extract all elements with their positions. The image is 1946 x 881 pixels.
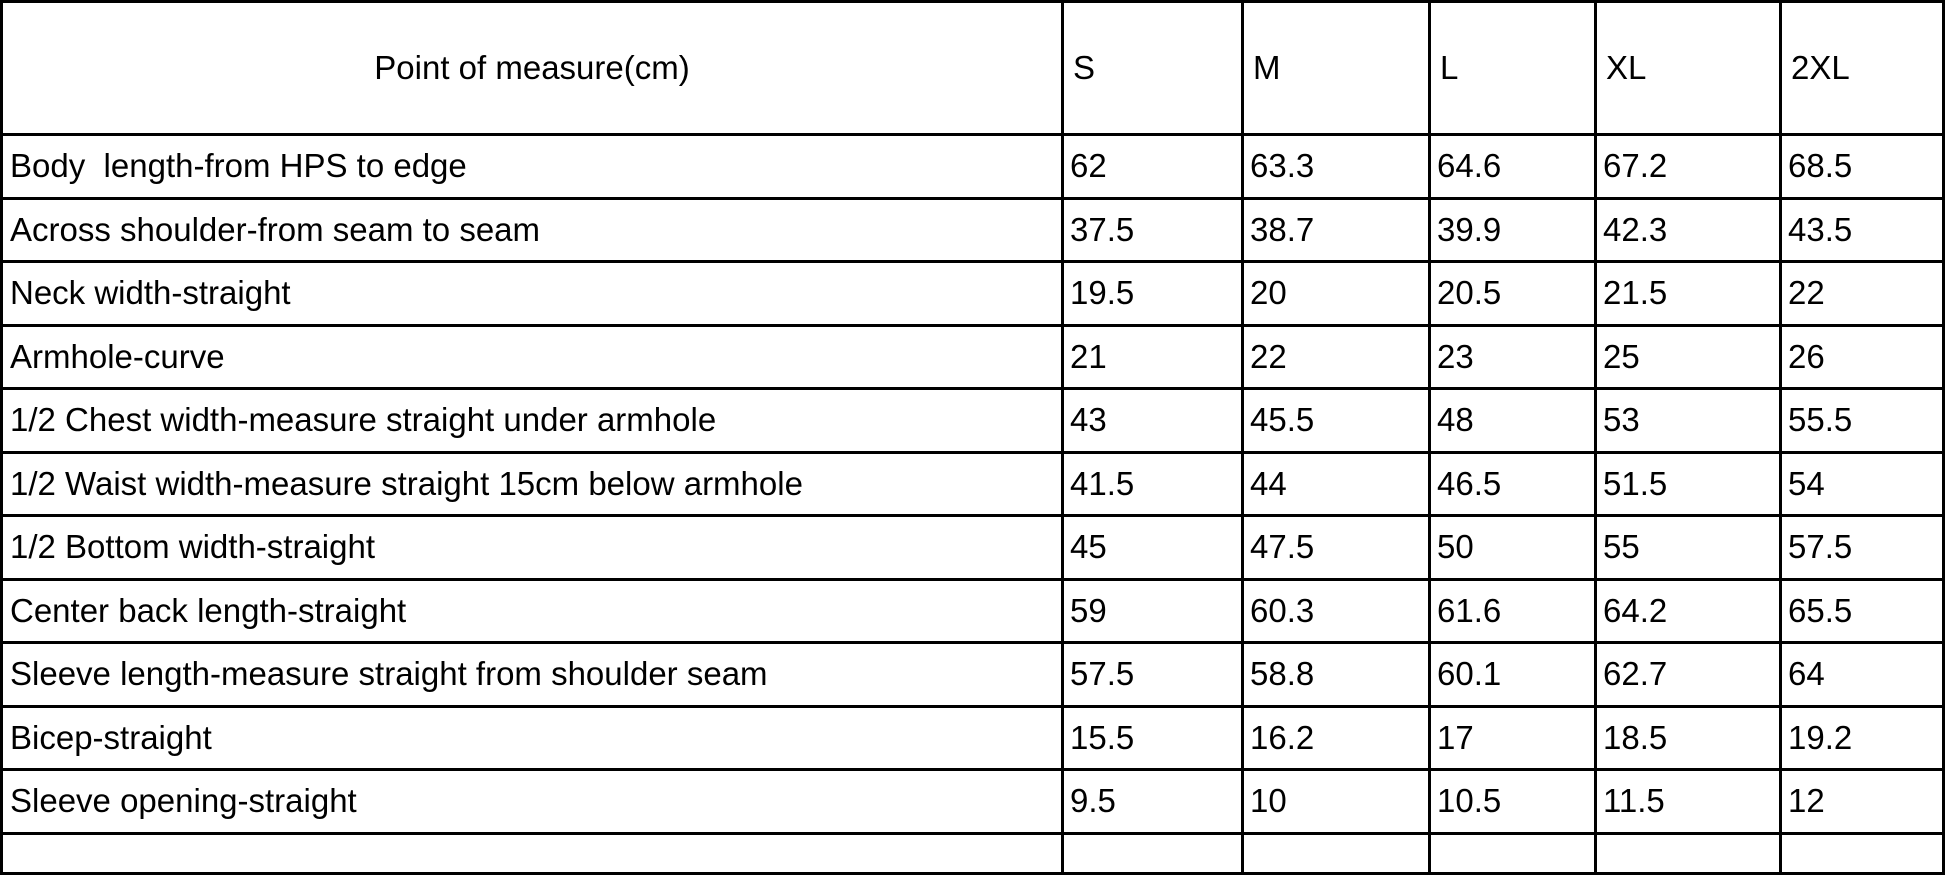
value-cell: 19.2: [1779, 704, 1945, 771]
table-row-across-shoulder: Across shoulder-from seam to seam 37.5 3…: [0, 196, 1945, 263]
value-cell: 45.5: [1241, 387, 1431, 454]
row-label: Body length-from HPS to edge: [0, 133, 1064, 200]
row-label: 1/2 Bottom width-straight: [0, 514, 1064, 581]
value-cell: 18.5: [1594, 704, 1782, 771]
table-row-body-length: Body length-from HPS to edge 62 63.3 64.…: [0, 133, 1945, 200]
header-size-l: L: [1428, 0, 1597, 136]
value-cell: 44: [1241, 450, 1431, 517]
value-cell: 26: [1779, 323, 1945, 390]
clipped-cell: [1428, 831, 1597, 875]
value-cell: 48: [1428, 387, 1597, 454]
value-cell: 21: [1061, 323, 1244, 390]
value-cell: 43: [1061, 387, 1244, 454]
value-cell: 58.8: [1241, 641, 1431, 708]
value-cell: 61.6: [1428, 577, 1597, 644]
row-label: 1/2 Waist width-measure straight 15cm be…: [0, 450, 1064, 517]
table-row-clipped: [0, 831, 1945, 875]
value-cell: 25: [1594, 323, 1782, 390]
value-cell: 46.5: [1428, 450, 1597, 517]
header-row: Point of measure(cm) S M L XL 2XL: [0, 0, 1945, 136]
row-label: Across shoulder-from seam to seam: [0, 196, 1064, 263]
value-cell: 42.3: [1594, 196, 1782, 263]
table-row-bicep: Bicep-straight 15.5 16.2 17 18.5 19.2: [0, 704, 1945, 771]
value-cell: 39.9: [1428, 196, 1597, 263]
value-cell: 19.5: [1061, 260, 1244, 327]
value-cell: 65.5: [1779, 577, 1945, 644]
value-cell: 68.5: [1779, 133, 1945, 200]
value-cell: 11.5: [1594, 768, 1782, 835]
value-cell: 20: [1241, 260, 1431, 327]
clipped-cell: [1061, 831, 1244, 875]
value-cell: 22: [1241, 323, 1431, 390]
table-row-armhole: Armhole-curve 21 22 23 25 26: [0, 323, 1945, 390]
value-cell: 45: [1061, 514, 1244, 581]
header-size-2xl: 2XL: [1779, 0, 1945, 136]
value-cell: 37.5: [1061, 196, 1244, 263]
value-cell: 51.5: [1594, 450, 1782, 517]
value-cell: 53: [1594, 387, 1782, 454]
table-row-center-back: Center back length-straight 59 60.3 61.6…: [0, 577, 1945, 644]
value-cell: 59: [1061, 577, 1244, 644]
header-size-m: M: [1241, 0, 1431, 136]
row-label: Sleeve opening-straight: [0, 768, 1064, 835]
clipped-cell: [1594, 831, 1782, 875]
value-cell: 55.5: [1779, 387, 1945, 454]
table-row-sleeve-opening: Sleeve opening-straight 9.5 10 10.5 11.5…: [0, 768, 1945, 835]
value-cell: 23: [1428, 323, 1597, 390]
header-size-xl: XL: [1594, 0, 1782, 136]
value-cell: 54: [1779, 450, 1945, 517]
value-cell: 50: [1428, 514, 1597, 581]
value-cell: 10.5: [1428, 768, 1597, 835]
row-label: Center back length-straight: [0, 577, 1064, 644]
value-cell: 10: [1241, 768, 1431, 835]
value-cell: 62: [1061, 133, 1244, 200]
value-cell: 20.5: [1428, 260, 1597, 327]
value-cell: 47.5: [1241, 514, 1431, 581]
table-row-chest-width: 1/2 Chest width-measure straight under a…: [0, 387, 1945, 454]
value-cell: 57.5: [1061, 641, 1244, 708]
table-row-sleeve-length: Sleeve length-measure straight from shou…: [0, 641, 1945, 708]
row-label: Sleeve length-measure straight from shou…: [0, 641, 1064, 708]
value-cell: 22: [1779, 260, 1945, 327]
header-point-of-measure: Point of measure(cm): [0, 0, 1064, 136]
value-cell: 21.5: [1594, 260, 1782, 327]
value-cell: 17: [1428, 704, 1597, 771]
value-cell: 60.1: [1428, 641, 1597, 708]
value-cell: 64.6: [1428, 133, 1597, 200]
row-label: Bicep-straight: [0, 704, 1064, 771]
header-size-s: S: [1061, 0, 1244, 136]
value-cell: 9.5: [1061, 768, 1244, 835]
value-cell: 43.5: [1779, 196, 1945, 263]
clipped-cell: [0, 831, 1064, 875]
table-row-waist-width: 1/2 Waist width-measure straight 15cm be…: [0, 450, 1945, 517]
value-cell: 64: [1779, 641, 1945, 708]
value-cell: 67.2: [1594, 133, 1782, 200]
value-cell: 38.7: [1241, 196, 1431, 263]
value-cell: 16.2: [1241, 704, 1431, 771]
value-cell: 64.2: [1594, 577, 1782, 644]
value-cell: 57.5: [1779, 514, 1945, 581]
table-row-bottom-width: 1/2 Bottom width-straight 45 47.5 50 55 …: [0, 514, 1945, 581]
value-cell: 12: [1779, 768, 1945, 835]
clipped-cell: [1779, 831, 1945, 875]
value-cell: 55: [1594, 514, 1782, 581]
value-cell: 60.3: [1241, 577, 1431, 644]
row-label: Armhole-curve: [0, 323, 1064, 390]
table-row-neck-width: Neck width-straight 19.5 20 20.5 21.5 22: [0, 260, 1945, 327]
value-cell: 41.5: [1061, 450, 1244, 517]
value-cell: 63.3: [1241, 133, 1431, 200]
clipped-cell: [1241, 831, 1431, 875]
value-cell: 62.7: [1594, 641, 1782, 708]
row-label: 1/2 Chest width-measure straight under a…: [0, 387, 1064, 454]
row-label: Neck width-straight: [0, 260, 1064, 327]
value-cell: 15.5: [1061, 704, 1244, 771]
